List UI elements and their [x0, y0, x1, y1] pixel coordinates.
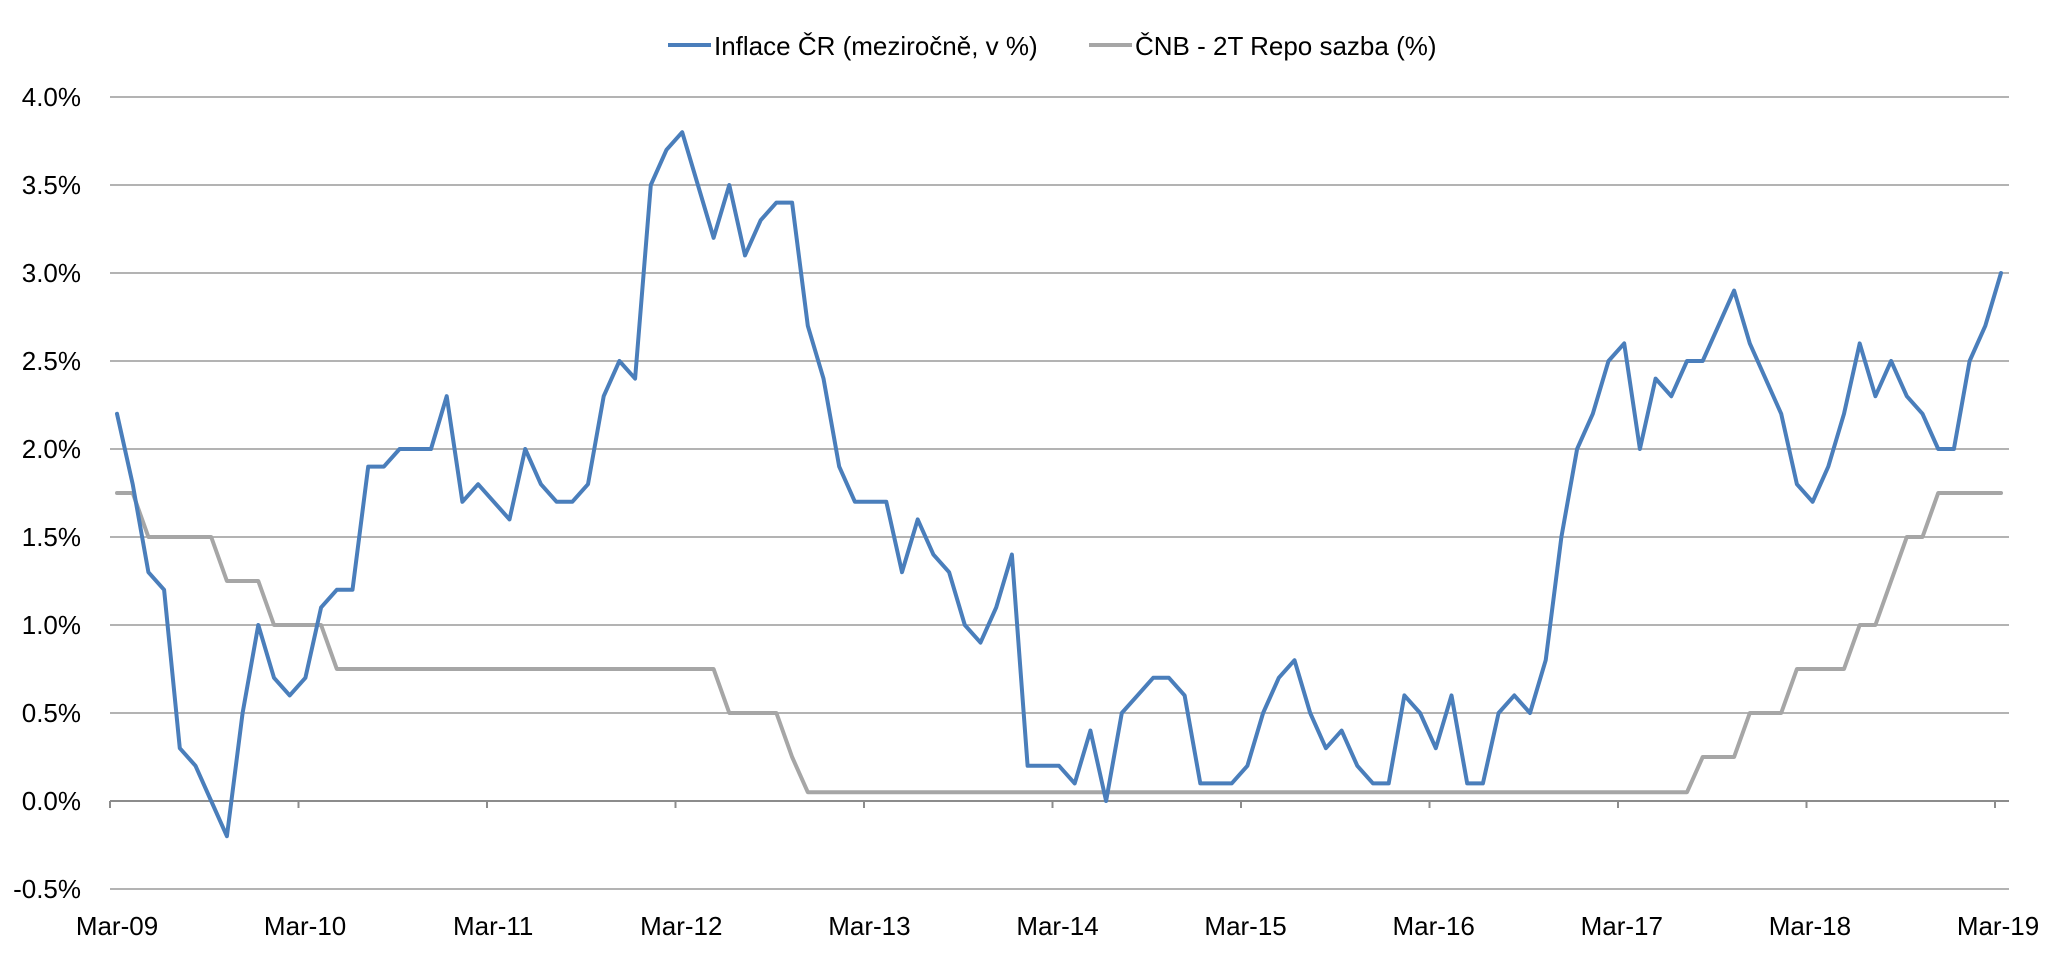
y-tick-label: 3.5% [22, 170, 81, 200]
x-tick-label: Mar-15 [1204, 911, 1286, 941]
x-tick-label: Mar-18 [1769, 911, 1851, 941]
y-tick-label: 0.5% [22, 698, 81, 728]
y-tick-label: 2.5% [22, 346, 81, 376]
x-tick-label: Mar-14 [1016, 911, 1098, 941]
x-tick-label: Mar-10 [264, 911, 346, 941]
y-axis-labels: -0.5% 0.0% 0.5% 1.0% 1.5% 2.0% 2.5% 3.0% 3.5% 4.0… [13, 82, 81, 904]
legend-item-inflation: Inflace ČR (meziročně, v %) [668, 31, 1038, 61]
y-tick-label: 0.0% [22, 786, 81, 816]
repo-series-line [115, 491, 2003, 795]
y-tick-label: 1.5% [22, 522, 81, 552]
legend-item-repo: ČNB - 2T Repo sazba (%) [1089, 31, 1437, 61]
x-tick-label: Mar-11 [453, 911, 533, 941]
x-axis [109, 800, 2009, 808]
x-tick-label: Mar-16 [1393, 911, 1475, 941]
x-tick-label: Mar-19 [1957, 911, 2039, 941]
y-tick-label: 4.0% [22, 82, 81, 112]
x-tick-label: Mar-17 [1581, 911, 1663, 941]
series-lines [115, 130, 2003, 839]
y-tick-label: -0.5% [13, 874, 81, 904]
legend-label-inflation: Inflace ČR (meziročně, v %) [714, 31, 1038, 61]
grid-lines [110, 96, 2009, 890]
x-tick-label: Mar-12 [640, 911, 722, 941]
y-tick-label: 3.0% [22, 258, 81, 288]
x-axis-labels: Mar-09 Mar-10 Mar-11 Mar-12 Mar-13 Mar-14 Mar-… [76, 911, 2039, 941]
y-tick-label: 1.0% [22, 610, 81, 640]
x-tick-label: Mar-13 [828, 911, 910, 941]
legend-label-repo: ČNB - 2T Repo sazba (%) [1135, 31, 1437, 61]
y-tick-label: 2.0% [22, 434, 81, 464]
inflation-series-line [115, 130, 2003, 839]
legend: Inflace ČR (meziročně, v %) ČNB - 2T Rep… [668, 31, 1437, 61]
x-tick-label: Mar-09 [76, 911, 158, 941]
